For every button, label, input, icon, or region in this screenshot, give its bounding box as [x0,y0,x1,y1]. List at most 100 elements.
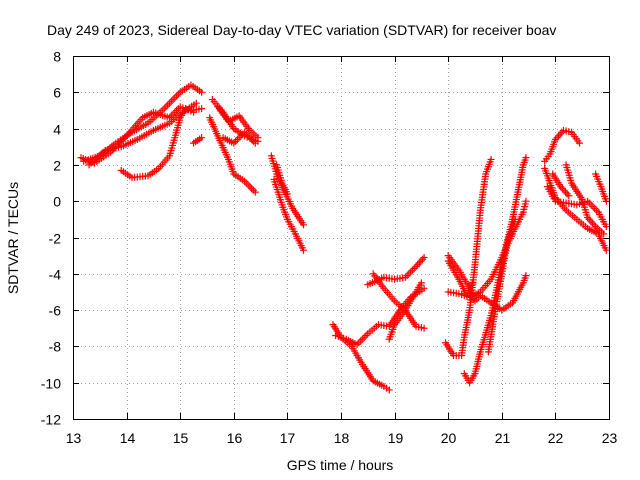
data-marks [77,81,610,394]
data-point [198,88,206,96]
data-point [164,101,172,109]
x-tick-label: 17 [280,430,296,446]
data-point [169,96,177,104]
series-arc-16 [369,270,428,332]
data-point [415,259,423,267]
series-arc-24 [541,165,610,254]
y-tick-label: 2 [53,158,61,174]
data-point [487,155,495,163]
data-point [420,324,428,332]
data-point [522,197,530,205]
data-point [410,264,418,272]
y-tick-label: -6 [49,303,62,319]
y-tick-labels: -12 -10 -8 -6 -4 -2 0 2 4 6 8 [41,49,61,428]
series-arc-2 [80,81,206,165]
y-tick-label: 8 [53,49,61,65]
data-point [254,134,262,142]
series-arc-5 [190,134,206,147]
data-point [600,230,608,238]
data-point [248,184,256,192]
data-point [592,206,600,214]
x-tick-label: 19 [388,430,404,446]
data-point [173,92,181,100]
data-point [468,279,476,287]
data-point [558,128,566,136]
data-point [299,246,307,254]
data-point [355,339,363,347]
x-tick-label: 22 [548,430,564,446]
data-point [589,203,597,211]
data-point [249,186,257,194]
series-arc-18 [442,155,495,359]
data-point [522,272,530,280]
data-point [587,201,595,209]
data-point [414,261,422,269]
data-point [283,190,291,198]
series-arc-22 [444,257,476,300]
data-point [360,333,368,341]
data-point [417,257,425,265]
series-arc-4 [117,105,198,182]
x-tick-label: 18 [334,430,350,446]
data-point [192,99,200,107]
series-arc-23 [484,215,519,356]
data-point [299,221,307,229]
data-point [576,139,584,147]
series-arc-17 [385,279,425,343]
data-point [235,134,243,142]
series-arc-11 [270,175,307,254]
y-tick-label: 0 [53,194,61,210]
data-point [190,108,198,116]
data-point [244,181,252,189]
data-point [522,154,530,162]
y-tick-label: -10 [41,376,61,392]
x-tick-label: 21 [495,430,511,446]
series-arc-27 [562,161,608,238]
x-tick-label: 15 [173,430,189,446]
x-tick-label: 16 [227,430,243,446]
data-point [198,105,206,113]
data-point [362,332,370,340]
data-point [602,223,610,231]
y-tick-label: 4 [53,122,61,138]
data-point [511,215,519,223]
data-point [165,99,173,107]
data-point [162,103,170,111]
y-tick-label: -2 [49,231,62,247]
series-arc-28 [549,170,573,200]
x-axis-label: GPS time / hours [287,457,394,473]
data-point [602,197,610,205]
data-point [420,253,428,261]
data-point [412,263,420,271]
series-arc-8 [206,114,259,196]
x-tick-label: 14 [120,430,136,446]
data-point [418,255,426,263]
x-tick-label: 23 [602,430,618,446]
data-point [251,139,259,147]
y-axis-label: SDTVAR / TECUs [5,182,21,294]
data-point [591,204,599,212]
data-point [602,246,610,254]
data-point [385,386,393,394]
series-arc-13 [329,321,393,394]
data-point [251,188,259,196]
series-arc-26 [541,126,584,165]
y-tick-label: -8 [49,339,62,355]
data-point [560,186,568,194]
data-point [198,134,206,142]
series-arc-7 [214,103,262,142]
data-point [232,137,240,145]
chart-title: Day 249 of 2023, Sidereal Day-to-day VTE… [47,22,556,38]
data-point [555,132,563,140]
plot-frame [73,56,610,420]
data-point [585,199,593,207]
series-arc-20 [444,197,530,301]
series-arc-29 [592,170,610,205]
y-tick-label: -4 [49,267,62,283]
data-point [246,183,254,191]
x-tick-label: 20 [441,430,457,446]
series-arc-9 [219,128,259,147]
data-point [587,217,595,225]
data-point [565,192,573,200]
